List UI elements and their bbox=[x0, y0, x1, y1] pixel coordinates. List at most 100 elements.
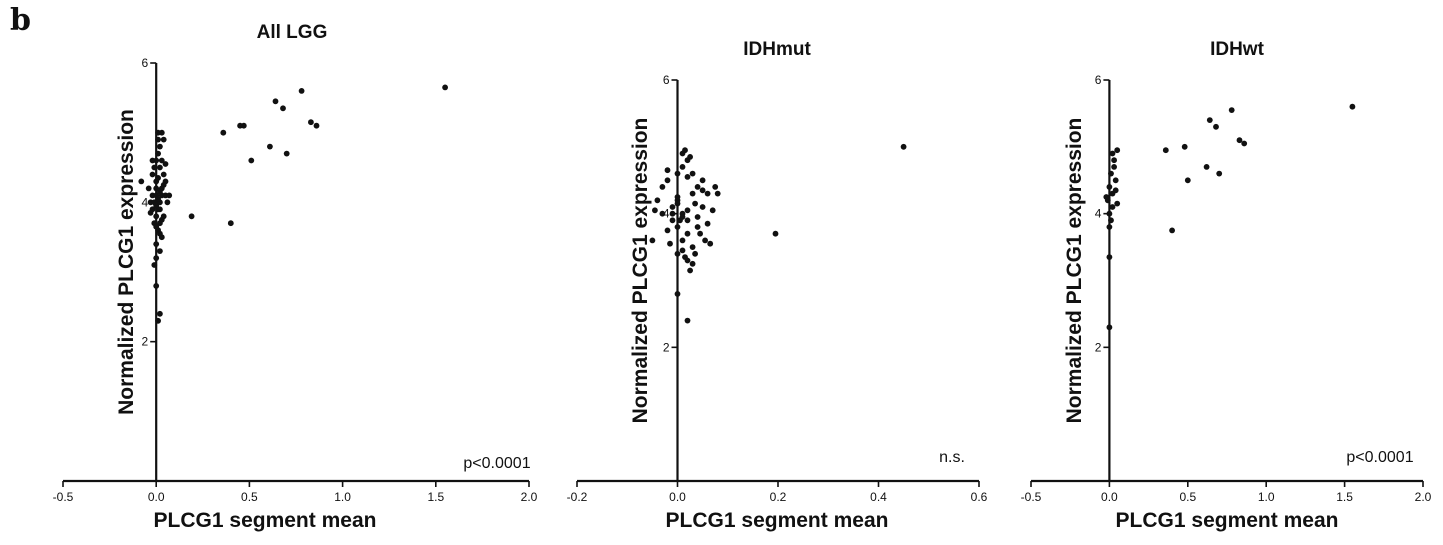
data-point bbox=[714, 190, 721, 197]
data-point bbox=[149, 171, 156, 178]
data-point bbox=[689, 244, 696, 251]
data-point bbox=[704, 190, 711, 197]
data-point bbox=[697, 230, 703, 237]
y-tick-label: 4 bbox=[663, 207, 670, 221]
data-point bbox=[679, 164, 686, 170]
data-point bbox=[1213, 123, 1219, 130]
data-point bbox=[674, 224, 681, 230]
data-point bbox=[162, 161, 169, 167]
data-point bbox=[1203, 164, 1210, 170]
data-point bbox=[900, 143, 907, 150]
data-point bbox=[151, 262, 158, 268]
data-point bbox=[709, 207, 716, 214]
data-point bbox=[674, 291, 681, 297]
data-point bbox=[664, 177, 671, 184]
y-tick-label: 4 bbox=[1095, 207, 1102, 221]
y-axis-label: Normalized PLCG1 expression bbox=[115, 109, 138, 415]
data-point bbox=[772, 230, 779, 237]
chart-title: All LGG bbox=[257, 22, 328, 43]
chart-title: IDHmut bbox=[743, 39, 811, 60]
data-point bbox=[1114, 200, 1121, 207]
data-point bbox=[188, 213, 195, 220]
data-point bbox=[158, 157, 165, 164]
data-point bbox=[692, 250, 698, 257]
data-point bbox=[684, 230, 691, 237]
data-point bbox=[157, 143, 163, 150]
data-point bbox=[1349, 103, 1356, 110]
data-point bbox=[694, 224, 701, 230]
data-point bbox=[669, 210, 676, 217]
data-point bbox=[1169, 227, 1175, 234]
x-tick-label: 0.5 bbox=[241, 490, 258, 504]
data-point bbox=[652, 207, 658, 214]
data-point bbox=[155, 136, 162, 143]
data-point bbox=[684, 317, 691, 324]
data-point bbox=[298, 88, 305, 94]
data-point bbox=[267, 143, 273, 150]
x-axis-label: PLCG1 segment mean bbox=[666, 509, 889, 532]
data-point bbox=[1108, 217, 1114, 224]
data-point bbox=[712, 184, 719, 190]
x-tick-label: -0.2 bbox=[567, 490, 588, 504]
data-point bbox=[687, 154, 693, 160]
x-tick-label: 1.0 bbox=[1258, 490, 1275, 504]
data-point bbox=[151, 164, 158, 171]
data-point bbox=[283, 150, 290, 157]
data-point bbox=[153, 241, 160, 248]
x-tick-label: 0.5 bbox=[1179, 490, 1196, 504]
data-point bbox=[679, 237, 686, 244]
data-point bbox=[704, 220, 711, 227]
data-point bbox=[1112, 187, 1119, 194]
data-point bbox=[138, 178, 145, 185]
data-point bbox=[664, 227, 671, 234]
data-point bbox=[147, 209, 154, 216]
data-point bbox=[694, 184, 701, 190]
x-tick-label: 0.0 bbox=[1101, 490, 1118, 504]
data-point bbox=[669, 204, 676, 210]
x-tick-label: 1.5 bbox=[1336, 490, 1353, 504]
significance-annotation: p<0.0001 bbox=[1346, 449, 1413, 466]
data-point bbox=[684, 174, 691, 180]
data-point bbox=[1106, 210, 1113, 217]
data-point bbox=[280, 105, 286, 112]
data-point bbox=[684, 207, 691, 214]
data-point bbox=[149, 157, 156, 164]
data-point bbox=[674, 250, 681, 257]
data-point bbox=[669, 217, 676, 224]
x-tick-label: 0.6 bbox=[971, 490, 988, 504]
x-tick-label: -0.5 bbox=[1021, 490, 1042, 504]
data-point bbox=[155, 196, 162, 202]
data-point bbox=[220, 129, 227, 136]
data-point bbox=[1228, 107, 1235, 113]
data-point bbox=[272, 98, 279, 105]
data-point bbox=[692, 200, 698, 207]
y-axis-label: Normalized PLCG1 expression bbox=[1063, 118, 1086, 424]
data-point bbox=[1181, 143, 1188, 150]
chart-title: IDHwt bbox=[1210, 39, 1265, 60]
x-tick-label: 0.2 bbox=[770, 490, 787, 504]
y-tick-label: 4 bbox=[142, 195, 149, 209]
x-tick-label: 2.0 bbox=[1415, 490, 1432, 504]
data-point bbox=[155, 150, 162, 157]
data-point bbox=[157, 164, 163, 171]
data-point bbox=[674, 194, 681, 200]
data-point bbox=[308, 119, 314, 126]
y-tick-label: 2 bbox=[1095, 340, 1102, 354]
data-point bbox=[1103, 194, 1110, 200]
data-point bbox=[684, 217, 691, 224]
data-point bbox=[157, 230, 163, 237]
x-tick-label: 2.0 bbox=[521, 490, 538, 504]
data-point bbox=[1106, 324, 1113, 331]
data-point bbox=[158, 129, 165, 136]
data-point bbox=[659, 184, 666, 190]
data-point bbox=[157, 248, 163, 255]
data-point bbox=[687, 267, 693, 274]
data-point bbox=[1108, 170, 1114, 177]
data-point bbox=[707, 240, 714, 247]
chart-idhmut: IDHmut PLCG1 segment mean Normalized PLC… bbox=[567, 39, 988, 532]
data-point bbox=[689, 170, 696, 177]
x-tick-label: 0.0 bbox=[669, 490, 686, 504]
data-point bbox=[1109, 150, 1116, 157]
data-point bbox=[248, 157, 255, 164]
